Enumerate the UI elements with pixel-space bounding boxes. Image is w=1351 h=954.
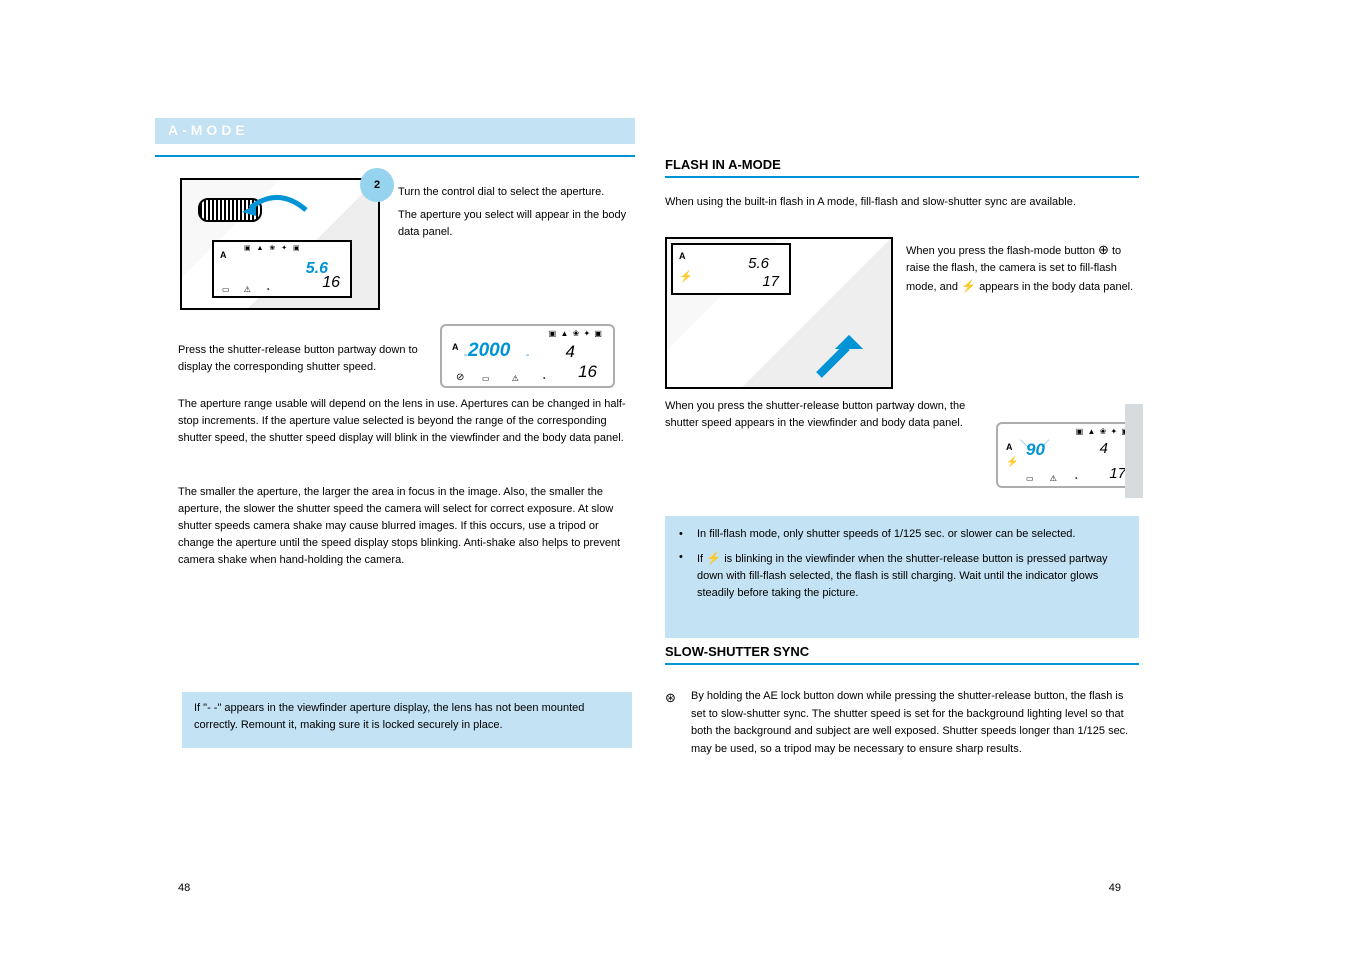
lcd-bottom-icons: ▭ ⚠ ◔ [1026, 474, 1085, 483]
slow-sync-icon: ⊛ [665, 688, 691, 758]
text-run: If [697, 553, 706, 565]
flash-bolt-icon: ⚡ [679, 270, 693, 283]
frame-count: 16 [578, 362, 597, 382]
paragraph: Turn the control dial to select the aper… [398, 184, 632, 241]
note-bullet-text: In fill-flash mode, only shutter speeds … [697, 526, 1075, 543]
mode-indicator: A [452, 342, 459, 352]
body-data-panel-flash: A 5.6 17 ⚡ [671, 243, 791, 295]
text-run: is blinking in the viewfinder when the s… [697, 553, 1108, 599]
section-heading: SLOW-SHUTTER SYNC [665, 644, 809, 659]
mode-indicator: A [220, 250, 227, 260]
flash-bolt-icon: ⚡ [1006, 457, 1018, 468]
body-data-panel-small-2: ▣ ▲ ❀ ✦ ▣ A ＼ ／ 90 4 17 ⚡ ▭ ⚠ ◔ [996, 422, 1140, 488]
rule-right-1 [665, 176, 1139, 178]
mode-indicator: A [679, 251, 686, 261]
frame-count: 17 [1109, 465, 1126, 482]
frame-count: 16 [322, 274, 340, 292]
side-tab [1125, 404, 1143, 498]
page-number-left: 48 [178, 882, 190, 894]
body-data-panel-small-1: ▣ ▲ ❀ ✦ ▣ A - 2000 - 4 16 ⊘ ▭ ⚠ ◔ [440, 324, 615, 388]
step-number: 2 [374, 179, 380, 191]
text-line: Turn the control dial to select the aper… [398, 184, 632, 201]
lcd-icon-row: ▣ ▲ ❀ ✦ ▣ [1076, 427, 1130, 436]
aperture-value: 4 [566, 342, 575, 362]
mode-indicator: A [1006, 442, 1013, 452]
figure-control-dial: A ▣ ▲ ❀ ✦ ▣ 5.6 16 ▭ ⚠ ◔ [180, 178, 380, 310]
section-heading: FLASH IN A-MODE [665, 157, 781, 172]
note-bullet-text: If ⚡ is blinking in the viewfinder when … [697, 549, 1125, 602]
chapter-title: A-MODE [168, 122, 249, 138]
shutter-speed-value: 90 [1026, 440, 1045, 460]
paragraph: The aperture range usable will depend on… [178, 396, 632, 447]
bullet-icon: • [679, 549, 697, 602]
lcd-bottom-icons: ▭ ⚠ ◔ [482, 374, 556, 383]
paragraph: When you press the flash-mode button ⊕ t… [906, 240, 1140, 296]
paragraph: Press the shutter-release button partway… [178, 342, 418, 376]
bullet-icon: • [679, 526, 697, 543]
text-run: appears in the body data panel. [979, 281, 1133, 293]
lcd-icon-row: ▣ ▲ ❀ ✦ ▣ [549, 329, 603, 338]
note-box: If "- -" appears in the viewfinder apert… [182, 692, 632, 748]
blink-tick-icon: - [526, 350, 529, 361]
paragraph: ⊛ By holding the AE lock button down whi… [665, 688, 1139, 758]
paragraph: When using the built-in flash in A mode,… [665, 194, 1139, 211]
note-box: • In fill-flash mode, only shutter speed… [665, 516, 1139, 638]
lcd-icon-row: ▣ ▲ ❀ ✦ ▣ [244, 244, 302, 252]
flash-bolt-icon: ⚡ [706, 551, 721, 565]
text-line: The aperture you select will appear in t… [398, 207, 632, 241]
rule-right-2 [665, 663, 1139, 665]
note-text: If "- -" appears in the viewfinder apert… [194, 702, 584, 731]
text-run: When you press the flash-mode button [906, 245, 1098, 257]
press-arrow-icon [815, 325, 869, 379]
flash-bolt-icon: ⚡ [961, 279, 976, 293]
page-number-right: 49 [1109, 882, 1121, 894]
aperture-value: 4 [1100, 440, 1108, 457]
shutter-speed-value: 2000 [468, 340, 510, 362]
frame-count: 17 [762, 273, 779, 290]
step-number-badge: 2 [360, 168, 394, 202]
blink-tick-icon: - [464, 350, 467, 361]
aperture-value: 5.6 [748, 255, 769, 272]
rotate-arrow-icon [242, 192, 312, 216]
flash-off-icon: ⊘ [456, 372, 464, 383]
paragraph: The smaller the aperture, the larger the… [178, 484, 632, 569]
body-data-panel-large: A ▣ ▲ ❀ ✦ ▣ 5.6 16 ▭ ⚠ ◔ [212, 240, 352, 298]
rule-left [155, 155, 635, 157]
text-body: By holding the AE lock button down while… [691, 688, 1139, 758]
figure-flash-mode-button: A 5.6 17 ⚡ [665, 237, 893, 389]
paragraph: When you press the shutter-release butto… [665, 398, 983, 432]
lcd-bottom-icons: ▭ ⚠ ◔ [222, 285, 276, 294]
flash-mode-button-icon: ⊕ [1098, 242, 1109, 257]
